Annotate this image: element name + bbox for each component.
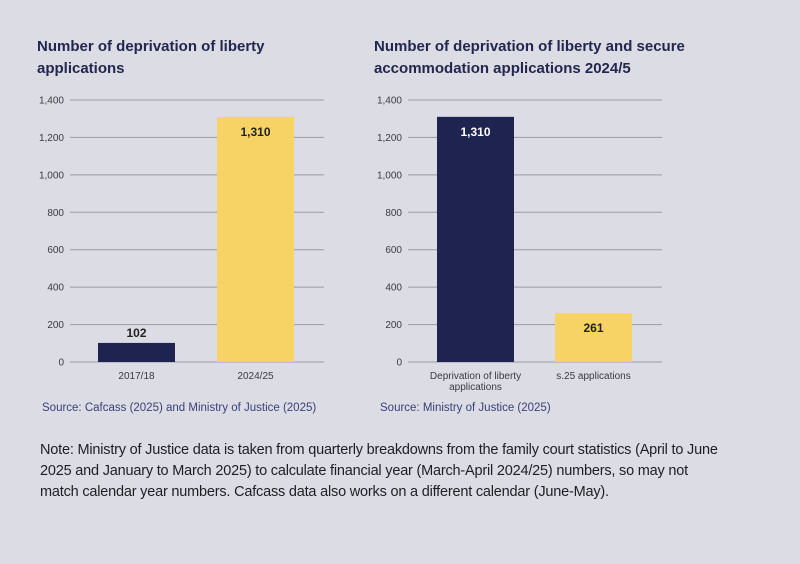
- chart-2-title: Number of deprivation of liberty and sec…: [374, 38, 685, 77]
- y-tick-label: 600: [385, 245, 402, 256]
- y-tick-label: 200: [385, 320, 402, 331]
- y-tick-label: 0: [58, 358, 64, 369]
- data-label: 102: [126, 326, 146, 340]
- y-tick-label: 1,000: [39, 170, 64, 181]
- data-label: 261: [583, 321, 603, 335]
- charts-canvas: 0 200 400 600 800 1,000 1,200 1,400 102 2017/18 1,…: [39, 96, 662, 393]
- bar: [555, 313, 632, 362]
- y-tick-label: 1,200: [377, 133, 402, 144]
- y-tick-label: 1,400: [377, 96, 402, 107]
- y-tick-label: 1,000: [377, 170, 402, 181]
- chart-1-title: Number of deprivation of liberty applica…: [37, 38, 265, 77]
- x-category-label: applications: [449, 382, 502, 393]
- bar: [437, 116, 514, 362]
- y-tick-label: 800: [47, 208, 64, 219]
- bar: [217, 116, 294, 362]
- x-category-label: 2017/18: [118, 371, 155, 382]
- x-category-label: Deprivation of liberty: [430, 371, 521, 382]
- x-category-label: s.25 applications: [556, 371, 631, 382]
- data-label: 1,310: [240, 125, 270, 139]
- y-tick-label: 800: [385, 208, 402, 219]
- y-tick-label: 400: [385, 283, 402, 294]
- footnote: Note: Ministry of Justice data is taken …: [40, 442, 718, 500]
- y-tick-label: 600: [47, 245, 64, 256]
- y-tick-label: 0: [396, 358, 402, 369]
- x-category-label: 2024/25: [237, 371, 274, 382]
- chart-2-source: Source: Ministry of Justice (2025): [380, 402, 551, 414]
- data-label: 1,310: [460, 125, 490, 139]
- y-tick-label: 1,400: [39, 96, 64, 107]
- y-tick-label: 200: [47, 320, 64, 331]
- chart-1-source: Source: Cafcass (2025) and Ministry of J…: [42, 402, 317, 414]
- bar: [98, 342, 175, 362]
- y-tick-label: 1,200: [39, 133, 64, 144]
- y-tick-label: 400: [47, 283, 64, 294]
